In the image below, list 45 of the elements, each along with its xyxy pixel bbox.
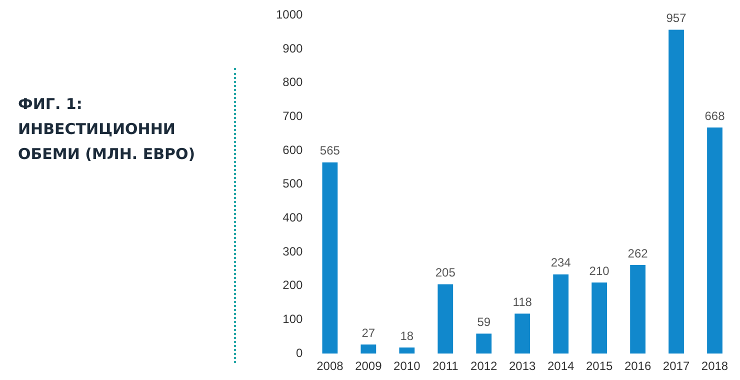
- bar: [592, 282, 608, 354]
- bar: [514, 314, 530, 354]
- y-tick-label: 800: [282, 75, 304, 90]
- x-tick-label: 2011: [432, 359, 459, 374]
- data-label: 668: [704, 108, 726, 123]
- y-tick-label: 1000: [276, 8, 304, 22]
- data-label: 565: [320, 144, 340, 158]
- y-tick-label: 300: [282, 244, 304, 258]
- x-tick-label: 2009: [355, 359, 382, 374]
- text: ФИГ. 1: ИНВЕСТИЦИОННИ ОБЕМИ (МЛН. ЕВРО): [18, 94, 196, 165]
- x-tick-label: 2018: [701, 359, 728, 374]
- y-tick-label: 100: [282, 312, 304, 326]
- x-tick-label: 2017: [662, 359, 690, 374]
- y-tick-label: 900: [282, 41, 304, 56]
- y-tick-label: 700: [282, 109, 304, 124]
- y-tick-label: 400: [282, 210, 304, 225]
- x-tick-label: 2012: [470, 359, 498, 374]
- x-tick-label: 2010: [394, 359, 421, 374]
- bar: [476, 334, 492, 354]
- bar: [360, 344, 376, 354]
- bar: [399, 348, 415, 354]
- y-tick-label: 500: [282, 176, 304, 191]
- bar: [438, 284, 454, 354]
- y-tick-label: 600: [282, 142, 304, 157]
- bar: [707, 128, 722, 354]
- bar: [553, 274, 569, 354]
- data-label: 210: [589, 264, 610, 278]
- x-tick-label: 2008: [316, 359, 344, 374]
- x-tick-label: 2013: [508, 359, 536, 374]
- data-label: 205: [435, 266, 456, 280]
- bar: [322, 162, 338, 354]
- data-label: 118: [512, 294, 532, 309]
- x-tick-label: 2014: [547, 359, 574, 374]
- bar: [668, 30, 684, 354]
- data-label: 234: [550, 256, 572, 270]
- x-tick-label: 2015: [586, 359, 613, 374]
- data-label: 18: [400, 328, 414, 343]
- y-tick-label: 0: [296, 346, 304, 360]
- x-tick-label: 2016: [624, 359, 652, 374]
- data-label: 59: [477, 314, 491, 329]
- y-tick-label: 200: [282, 278, 304, 292]
- data-label: 262: [628, 246, 648, 260]
- data-label: 27: [362, 326, 376, 340]
- data-label: 957: [666, 11, 687, 26]
- bar: [630, 264, 646, 354]
